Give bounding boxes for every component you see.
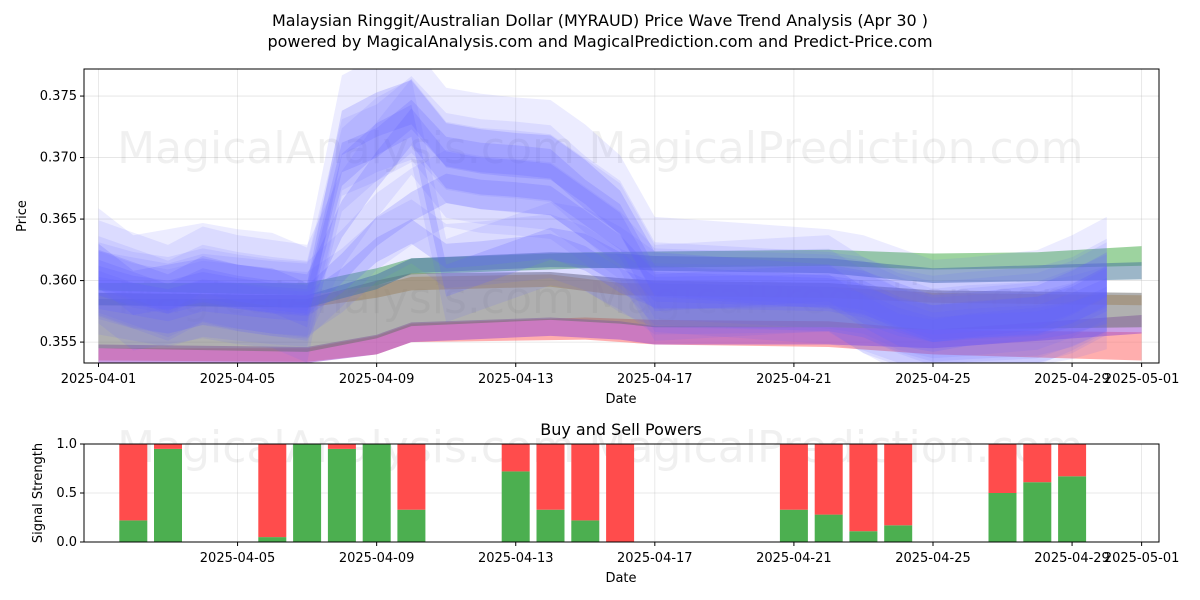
buy-bar bbox=[814, 514, 843, 542]
price-y-tick-label: 0.365 bbox=[40, 212, 77, 227]
buy-bar bbox=[397, 509, 426, 542]
sell-bar bbox=[327, 444, 356, 449]
price-x-tick-label: 2025-04-25 bbox=[895, 372, 971, 387]
signal-x-tick-label: 2025-04-17 bbox=[617, 551, 693, 566]
signal-y-tick-label: 0.5 bbox=[56, 486, 77, 501]
chart-title-line2: powered by MagicalAnalysis.com and Magic… bbox=[267, 32, 932, 51]
sell-bar bbox=[536, 444, 565, 510]
buy-bar bbox=[154, 448, 182, 542]
signal-x-tick-label: 2025-04-09 bbox=[339, 551, 415, 566]
price-y-ticks: 0.355 0.360 0.365 0.370 0.375 bbox=[40, 89, 84, 350]
price-x-tick-label: 2025-04-09 bbox=[339, 372, 415, 387]
sell-bar bbox=[849, 444, 878, 532]
watermark-top-right: MagicalPrediction.com bbox=[589, 123, 1084, 174]
sell-bar bbox=[571, 444, 600, 521]
price-panel: MagicalAnalysis.com MagicalPrediction.co… bbox=[15, 68, 1180, 407]
buy-bar bbox=[258, 537, 287, 542]
sell-bar bbox=[501, 444, 530, 472]
buy-bar bbox=[119, 520, 148, 542]
signal-x-axis-label: Date bbox=[605, 571, 636, 586]
sell-bar bbox=[606, 444, 635, 542]
price-x-tick-label: 2025-04-05 bbox=[200, 372, 276, 387]
price-bands bbox=[98, 246, 1142, 363]
price-band-teal bbox=[98, 252, 1142, 308]
price-wave-3-core bbox=[98, 80, 1107, 340]
price-wave-2-halo bbox=[98, 149, 1107, 363]
price-y-tick-label: 0.360 bbox=[40, 274, 77, 289]
sell-bar bbox=[397, 444, 426, 510]
price-y-tick-label: 0.370 bbox=[40, 151, 77, 166]
price-wave-1-halo bbox=[98, 78, 1107, 363]
buy-bar bbox=[501, 471, 530, 542]
price-waves bbox=[98, 69, 1107, 363]
signal-bars bbox=[119, 444, 1087, 542]
price-wave-4-core bbox=[98, 219, 1107, 343]
buy-bar bbox=[884, 525, 913, 542]
price-x-tick-label: 2025-04-29 bbox=[1034, 372, 1110, 387]
buy-bar bbox=[1023, 482, 1052, 542]
signal-x-tick-label: 2025-04-25 bbox=[895, 551, 971, 566]
price-y-axis-label: Price bbox=[15, 200, 30, 232]
watermark-top-left: MagicalAnalysis.com bbox=[117, 123, 575, 174]
sell-bar bbox=[779, 444, 808, 510]
signal-x-tick-label: 2025-04-13 bbox=[478, 551, 554, 566]
signal-x-tick-label: 2025-04-21 bbox=[756, 551, 832, 566]
sell-bar bbox=[988, 444, 1017, 493]
sell-bar bbox=[154, 444, 182, 449]
signal-y-tick-label: 0.0 bbox=[56, 535, 77, 550]
price-x-ticks: 2025-04-01 2025-04-05 2025-04-09 2025-04-13… bbox=[61, 363, 1180, 387]
sell-bar bbox=[814, 444, 843, 515]
price-x-tick-label: 2025-04-17 bbox=[617, 372, 693, 387]
signal-x-ticks: 2025-04-05 2025-04-09 2025-04-13 2025-04-17… bbox=[200, 542, 1180, 566]
price-wave-5-halo bbox=[98, 79, 1107, 363]
signal-y-axis-label: Signal Strength bbox=[31, 443, 46, 543]
buy-bar bbox=[327, 448, 356, 542]
price-wave-0-core bbox=[98, 99, 1107, 335]
sell-bar bbox=[1023, 444, 1052, 483]
sell-bar bbox=[258, 444, 287, 538]
sell-bar bbox=[884, 444, 913, 526]
price-wave-4-halo bbox=[98, 199, 1107, 362]
chart-title-line1: Malaysian Ringgit/Australian Dollar (MYR… bbox=[272, 11, 928, 30]
price-wave-2-core bbox=[98, 173, 1107, 343]
signal-x-tick-label: 2025-04-05 bbox=[200, 551, 276, 566]
buy-bar bbox=[571, 520, 600, 542]
buy-bar bbox=[293, 444, 322, 542]
price-band-purple bbox=[98, 315, 1142, 363]
buy-bar bbox=[536, 509, 565, 542]
buy-bar bbox=[362, 444, 391, 542]
signal-x-tick-label: 2025-04-29 bbox=[1034, 551, 1110, 566]
price-x-tick-label: 2025-04-01 bbox=[61, 372, 137, 387]
price-x-tick-label: 2025-05-01 bbox=[1104, 372, 1180, 387]
price-x-tick-label: 2025-04-13 bbox=[478, 372, 554, 387]
price-x-axis-label: Date bbox=[605, 392, 636, 407]
buy-bar bbox=[988, 493, 1017, 542]
signal-panel: Buy and Sell Powers MagicalAnalysis.com … bbox=[31, 420, 1179, 586]
price-x-tick-label: 2025-04-21 bbox=[756, 372, 832, 387]
price-plot-frame bbox=[83, 68, 1160, 364]
signal-y-tick-label: 1.0 bbox=[56, 437, 77, 452]
sell-bar bbox=[119, 444, 148, 521]
sell-bar bbox=[1058, 444, 1087, 477]
signal-panel-title: Buy and Sell Powers bbox=[540, 420, 702, 439]
price-wave-0-halo bbox=[98, 76, 1107, 359]
buy-bar bbox=[779, 509, 808, 542]
buy-bar bbox=[849, 531, 878, 542]
price-wave-5-core bbox=[98, 104, 1107, 352]
signal-x-tick-label: 2025-05-01 bbox=[1104, 551, 1180, 566]
price-y-tick-label: 0.355 bbox=[40, 335, 77, 350]
price-wave-3-halo bbox=[98, 69, 1107, 363]
buy-bar bbox=[1058, 476, 1087, 542]
price-y-tick-label: 0.375 bbox=[40, 89, 77, 104]
price-wave-1-core bbox=[98, 108, 1107, 343]
signal-y-ticks: 0.0 0.5 1.0 bbox=[56, 437, 84, 550]
